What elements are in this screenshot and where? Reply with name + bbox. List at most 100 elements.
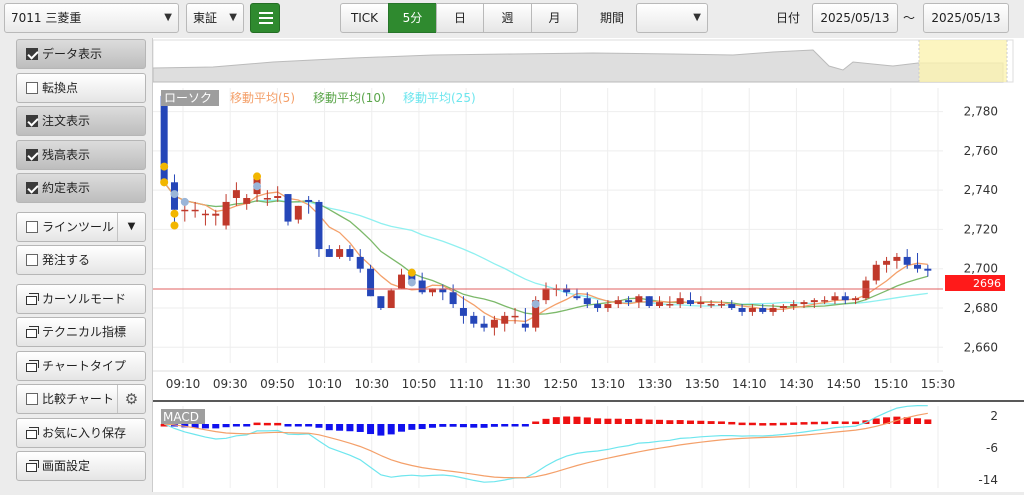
candle-body — [790, 304, 798, 307]
data-display-toggle[interactable]: データ表示 — [16, 39, 146, 69]
candle-body — [315, 201, 323, 250]
order-display-toggle[interactable]: 注文表示 — [16, 106, 146, 136]
chart-type-button[interactable]: チャートタイプ — [16, 351, 146, 381]
symbol-value: 7011 三菱重 — [11, 11, 82, 25]
place-order-toggle[interactable]: 発注する — [16, 245, 146, 275]
macd-histogram-bar — [883, 417, 891, 424]
line-tool-label: ラインツール — [42, 220, 115, 234]
candle-body — [449, 292, 457, 305]
candle-body — [666, 304, 674, 306]
macd-histogram-bar — [645, 419, 653, 424]
macd-histogram-bar — [274, 422, 282, 426]
save-favorite-button[interactable]: お気に入り保存 — [16, 418, 146, 448]
macd-histogram-bar — [924, 419, 932, 424]
chart-area[interactable]: 2,780 2,760 2,740 2,720 2,700 2,680 2,660 2696… — [152, 38, 1024, 492]
macd-histogram-bar — [686, 420, 694, 424]
balance-display-label: 残高表示 — [42, 148, 91, 162]
x-tick-label: 13:50 — [685, 377, 720, 391]
legend-candle: ローソク — [164, 91, 212, 105]
macd-histogram-bar — [759, 423, 767, 426]
x-tick-label: 13:30 — [638, 377, 673, 391]
tab-5min[interactable]: 5分 — [388, 3, 437, 33]
candle-body — [377, 296, 385, 308]
technical-button[interactable]: テクニカル指標 — [16, 317, 146, 347]
candle-body — [459, 308, 467, 316]
compare-chart-toggle[interactable]: 比較チャート ⚙ — [16, 384, 146, 414]
macd-histogram-bar — [738, 422, 746, 426]
execution-marker[interactable] — [160, 162, 169, 171]
macd-histogram-bar — [428, 424, 436, 428]
execution-marker[interactable] — [531, 300, 540, 309]
macd-tick-label: -14 — [978, 473, 998, 487]
candle-body — [883, 260, 891, 265]
turning-point-label: 転換点 — [42, 81, 79, 95]
navigator-window[interactable] — [919, 40, 1007, 82]
market-select[interactable]: 東証 ▼ — [186, 3, 244, 33]
checkbox-icon — [26, 221, 38, 233]
macd-line — [163, 404, 928, 483]
gear-icon[interactable]: ⚙ — [117, 385, 145, 413]
candle-body — [583, 298, 591, 305]
overview-navigator[interactable] — [152, 39, 1014, 83]
macd-histogram-bar — [367, 424, 375, 435]
macd-histogram-bar — [480, 424, 488, 428]
execution-marker[interactable] — [170, 209, 179, 218]
tab-week[interactable]: 週 — [483, 3, 532, 33]
execution-marker[interactable] — [407, 278, 416, 287]
macd-histogram-bar — [656, 419, 664, 424]
list-menu-button[interactable] — [250, 3, 280, 33]
chevron-down-icon: ▼ — [693, 12, 701, 23]
macd-histogram-bar — [336, 424, 344, 431]
tab-tick[interactable]: TICK — [340, 3, 389, 33]
macd-histogram-bar — [232, 424, 240, 427]
execution-marker[interactable] — [407, 268, 416, 277]
candle-body — [707, 304, 715, 306]
date-to-input[interactable]: 2025/05/13 — [923, 3, 1009, 33]
candle-body — [418, 280, 426, 293]
execution-display-label: 約定表示 — [42, 181, 91, 195]
cursor-mode-button[interactable]: カーソルモード — [16, 284, 146, 314]
macd-histogram-bar — [356, 424, 364, 432]
date-from-input[interactable]: 2025/05/13 — [812, 3, 898, 33]
macd-histogram-bar — [532, 421, 540, 424]
candle-body — [924, 268, 932, 271]
macd-histogram-bar — [872, 418, 880, 424]
execution-marker[interactable] — [253, 182, 262, 191]
balance-display-toggle[interactable]: 残高表示 — [16, 140, 146, 170]
candle-body — [748, 308, 756, 312]
x-tick-label: 10:10 — [307, 377, 342, 391]
y-tick-label: 2,680 — [964, 301, 998, 315]
execution-marker[interactable] — [170, 190, 179, 199]
list-icon — [259, 12, 273, 14]
date-label: 日付 — [776, 11, 801, 25]
macd-histogram-bar — [315, 424, 323, 428]
candle-body — [656, 302, 664, 307]
tab-day[interactable]: 日 — [436, 3, 484, 33]
execution-marker[interactable] — [253, 172, 262, 181]
line-tool-toggle[interactable]: ラインツール ▼ — [16, 212, 146, 242]
macd-histogram-bar — [398, 424, 406, 432]
legend-ma5: 移動平均(5) — [230, 91, 295, 105]
candle-body — [759, 308, 767, 312]
y-tick-label: 2,760 — [964, 144, 998, 158]
symbol-select[interactable]: 7011 三菱重 ▼ — [4, 3, 179, 33]
tab-month[interactable]: 月 — [531, 3, 578, 33]
macd-histogram-bar — [594, 418, 602, 424]
candle-body — [914, 264, 922, 269]
macd-tick-label: -6 — [986, 441, 998, 455]
execution-marker[interactable] — [160, 178, 169, 187]
execution-marker[interactable] — [170, 221, 179, 230]
macd-histogram-bar — [852, 421, 860, 425]
turning-point-toggle[interactable]: 転換点 — [16, 73, 146, 103]
screen-settings-button[interactable]: 画面設定 — [16, 451, 146, 481]
execution-marker[interactable] — [180, 197, 189, 206]
toolbar: 7011 三菱重 ▼ 東証 ▼ TICK 5分 日 週 月 期間 ▼ 日付 20… — [0, 0, 1024, 38]
macd-histogram-bar — [212, 424, 220, 429]
x-tick-label: 09:50 — [260, 377, 295, 391]
candle-body — [222, 201, 230, 226]
macd-histogram-bar — [542, 418, 550, 424]
range-select[interactable]: ▼ — [636, 3, 708, 33]
line-tool-dropdown[interactable]: ▼ — [117, 213, 145, 241]
candle-body — [738, 308, 746, 312]
execution-display-toggle[interactable]: 約定表示 — [16, 173, 146, 203]
